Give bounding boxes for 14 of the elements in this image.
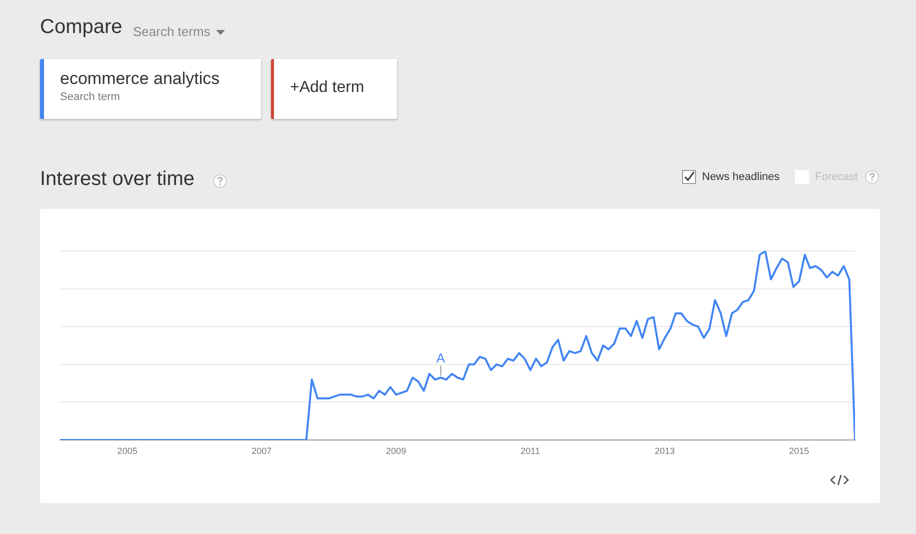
x-tick-label: 2011 (520, 446, 540, 456)
text: Search term (60, 91, 120, 103)
text: News headlines (702, 171, 780, 183)
text: ecommerce analytics (60, 69, 220, 89)
x-tick-label: 2013 (654, 446, 675, 456)
chart-title: Interest over time (40, 168, 195, 191)
text: Compare (40, 16, 122, 39)
text: +Add term (290, 79, 364, 97)
annotation: A (436, 350, 446, 366)
x-tick-label: 2007 (252, 446, 272, 456)
x-tick-label: 2005 (117, 446, 138, 456)
x-tick-label: 2015 (789, 446, 810, 456)
x-tick-label: 2009 (386, 446, 406, 456)
text: Search terms (133, 24, 210, 39)
